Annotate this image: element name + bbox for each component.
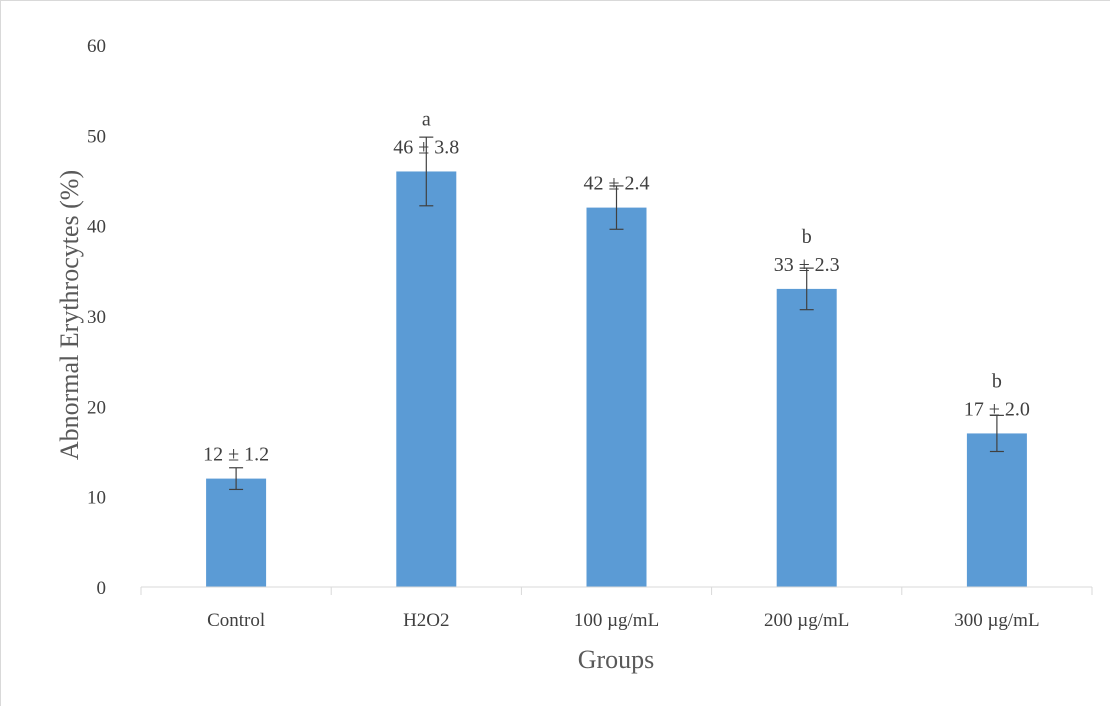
data-label: 12 ± 1.2 [203,444,269,466]
y-tick-label: 40 [87,217,106,238]
significance-label: b [802,226,812,248]
x-axis-ticks [140,587,1093,595]
x-tick-label: 300 µg/mL [954,610,1039,631]
error-bars [229,136,1004,491]
y-tick-label: 10 [87,488,106,509]
y-tick-label: 60 [87,36,106,57]
data-label: 46 ± 3.8 [393,136,459,158]
bar [966,433,1027,587]
y-axis-ticks: 0 10 20 30 40 50 60 [87,36,106,599]
bar [206,478,267,587]
y-tick-label: 20 [87,397,106,418]
significance-label: b [992,370,1002,392]
x-tick-label: Control [207,610,265,631]
y-tick-label: 50 [87,126,106,147]
data-label: 42 ± 2.4 [584,173,650,195]
bar [396,171,457,587]
x-tick-label: 100 µg/mL [574,610,659,631]
data-label: 33 ± 2.3 [774,254,840,276]
bar [776,288,837,587]
x-axis-title: Groups [578,645,655,674]
data-labels: Control 12 ± 1.2 H2O2 46 ± 3.8 a 100 µg/mL 42 … [203,108,1039,631]
y-tick-label: 0 [97,578,107,599]
y-tick-label: 30 [87,307,106,328]
data-label: 17 ± 2.0 [964,398,1030,420]
significance-label: a [422,108,431,130]
bar [586,207,647,587]
y-axis-title: Abnormal Erythrocytes (%) [55,170,84,460]
x-tick-label: 200 µg/mL [764,610,849,631]
x-tick-label: H2O2 [403,610,449,631]
bars [206,171,1027,587]
